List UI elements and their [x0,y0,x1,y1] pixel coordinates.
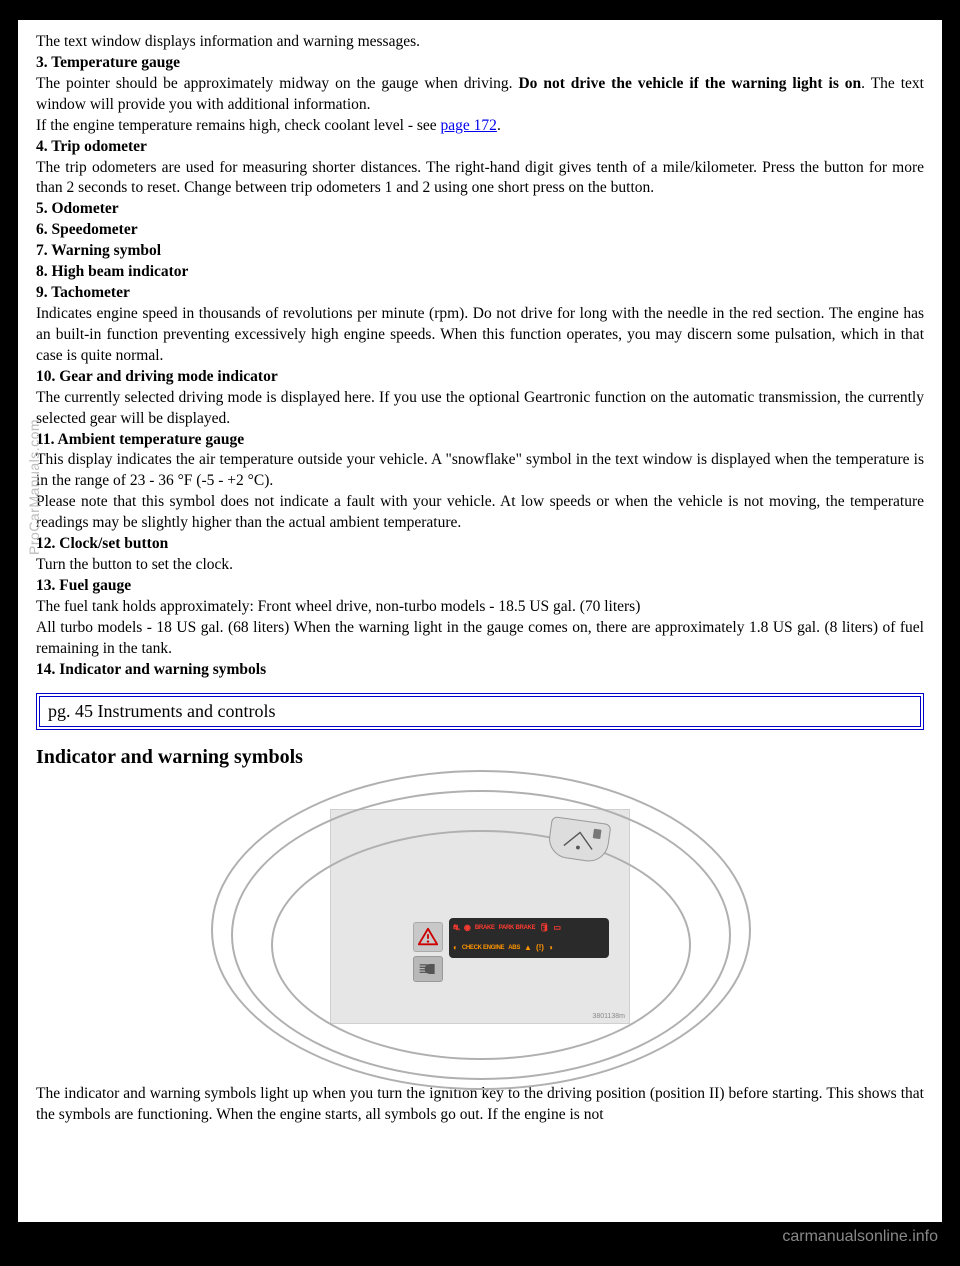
abs-label: ABS [508,945,520,951]
symbol-row-2: ◐ CHECK ENGINE ABS ▲ (!) ◑ [449,938,609,958]
item-8-title: 8. High beam indicator [36,262,924,283]
item-13-title: 13. Fuel gauge [36,576,924,597]
item-9-title: 9. Tachometer [36,283,924,304]
symbol-row-1: ⛐ ◉ BRAKE PARK BRAKE 🛢 ▭ [449,918,609,938]
page-header-text: pg. 45 Instruments and controls [48,701,275,721]
item-12-title: 12. Clock/set button [36,534,924,555]
item-13-p1: The fuel tank holds approximately: Front… [36,597,924,618]
item-11-p1: This display indicates the air temperatu… [36,450,924,492]
item-11-title: 11. Ambient temperature gauge [36,430,924,451]
brake-label: BRAKE [475,925,495,931]
intro-text: The text window displays information and… [36,32,924,53]
page-172-link[interactable]: page 172 [441,117,497,134]
item-11-p2: Please note that this symbol does not in… [36,492,924,534]
item-9-p: Indicates engine speed in thousands of r… [36,304,924,367]
item-3-p2: If the engine temperature remains high, … [36,116,924,137]
park-brake-label: PARK BRAKE [499,925,536,931]
seatbelt-icon: ⛐ [453,923,460,933]
dashboard-illustration: ⛐ ◉ BRAKE PARK BRAKE 🛢 ▭ ◐ CHECK ENGINE … [330,809,630,1024]
airbag-icon: ◉ [464,923,471,932]
section-heading: Indicator and warning symbols [36,746,924,769]
item-3-p2a: If the engine temperature remains high, … [36,117,441,134]
figure-wrap: ⛐ ◉ BRAKE PARK BRAKE 🛢 ▭ ◐ CHECK ENGINE … [36,809,924,1024]
item-7-title: 7. Warning symbol [36,241,924,262]
check-engine-label: CHECK ENGINE [462,945,504,951]
tpms-icon: (!) [536,943,544,952]
item-4-p: The trip odometers are used for measurin… [36,158,924,200]
bottom-paragraph: The indicator and warning symbols light … [36,1084,924,1126]
item-3-p1b: Do not drive the vehicle if the warning … [518,75,861,92]
item-13-p2: All turbo models - 18 US gal. (68 liters… [36,618,924,660]
item-6-title: 6. Speedometer [36,220,924,241]
warning-symbol-panel: ⛐ ◉ BRAKE PARK BRAKE 🛢 ▭ ◐ CHECK ENGINE … [449,918,609,958]
battery-icon: ▭ [553,923,561,932]
item-10-p: The currently selected driving mode is d… [36,388,924,430]
item-4-title: 4. Trip odometer [36,137,924,158]
footer-url: carmanualsonline.info [18,1222,942,1246]
item-10-title: 10. Gear and driving mode indicator [36,367,924,388]
warning-triangle-icon [413,922,443,952]
item-12-p: Turn the button to set the clock. [36,555,924,576]
rear-fog-icon: ◑ [548,943,553,952]
high-beam-icon [413,956,443,982]
item-3-p1a: The pointer should be approximately midw… [36,75,518,92]
item-5-title: 5. Odometer [36,199,924,220]
item-14-title: 14. Indicator and warning symbols [36,660,924,681]
document-page: ProCarManuals.com The text window displa… [18,20,942,1222]
item-3-title: 3. Temperature gauge [36,53,924,74]
page-header-box: pg. 45 Instruments and controls [36,693,924,730]
item-3-p1: The pointer should be approximately midw… [36,74,924,116]
temp-warn-icon: ▲ [524,943,532,952]
bulb-icon: ◐ [453,943,458,952]
oil-icon: 🛢 [539,923,549,932]
image-code: 3801138m [592,1013,625,1020]
item-3-p2b: . [497,117,501,134]
